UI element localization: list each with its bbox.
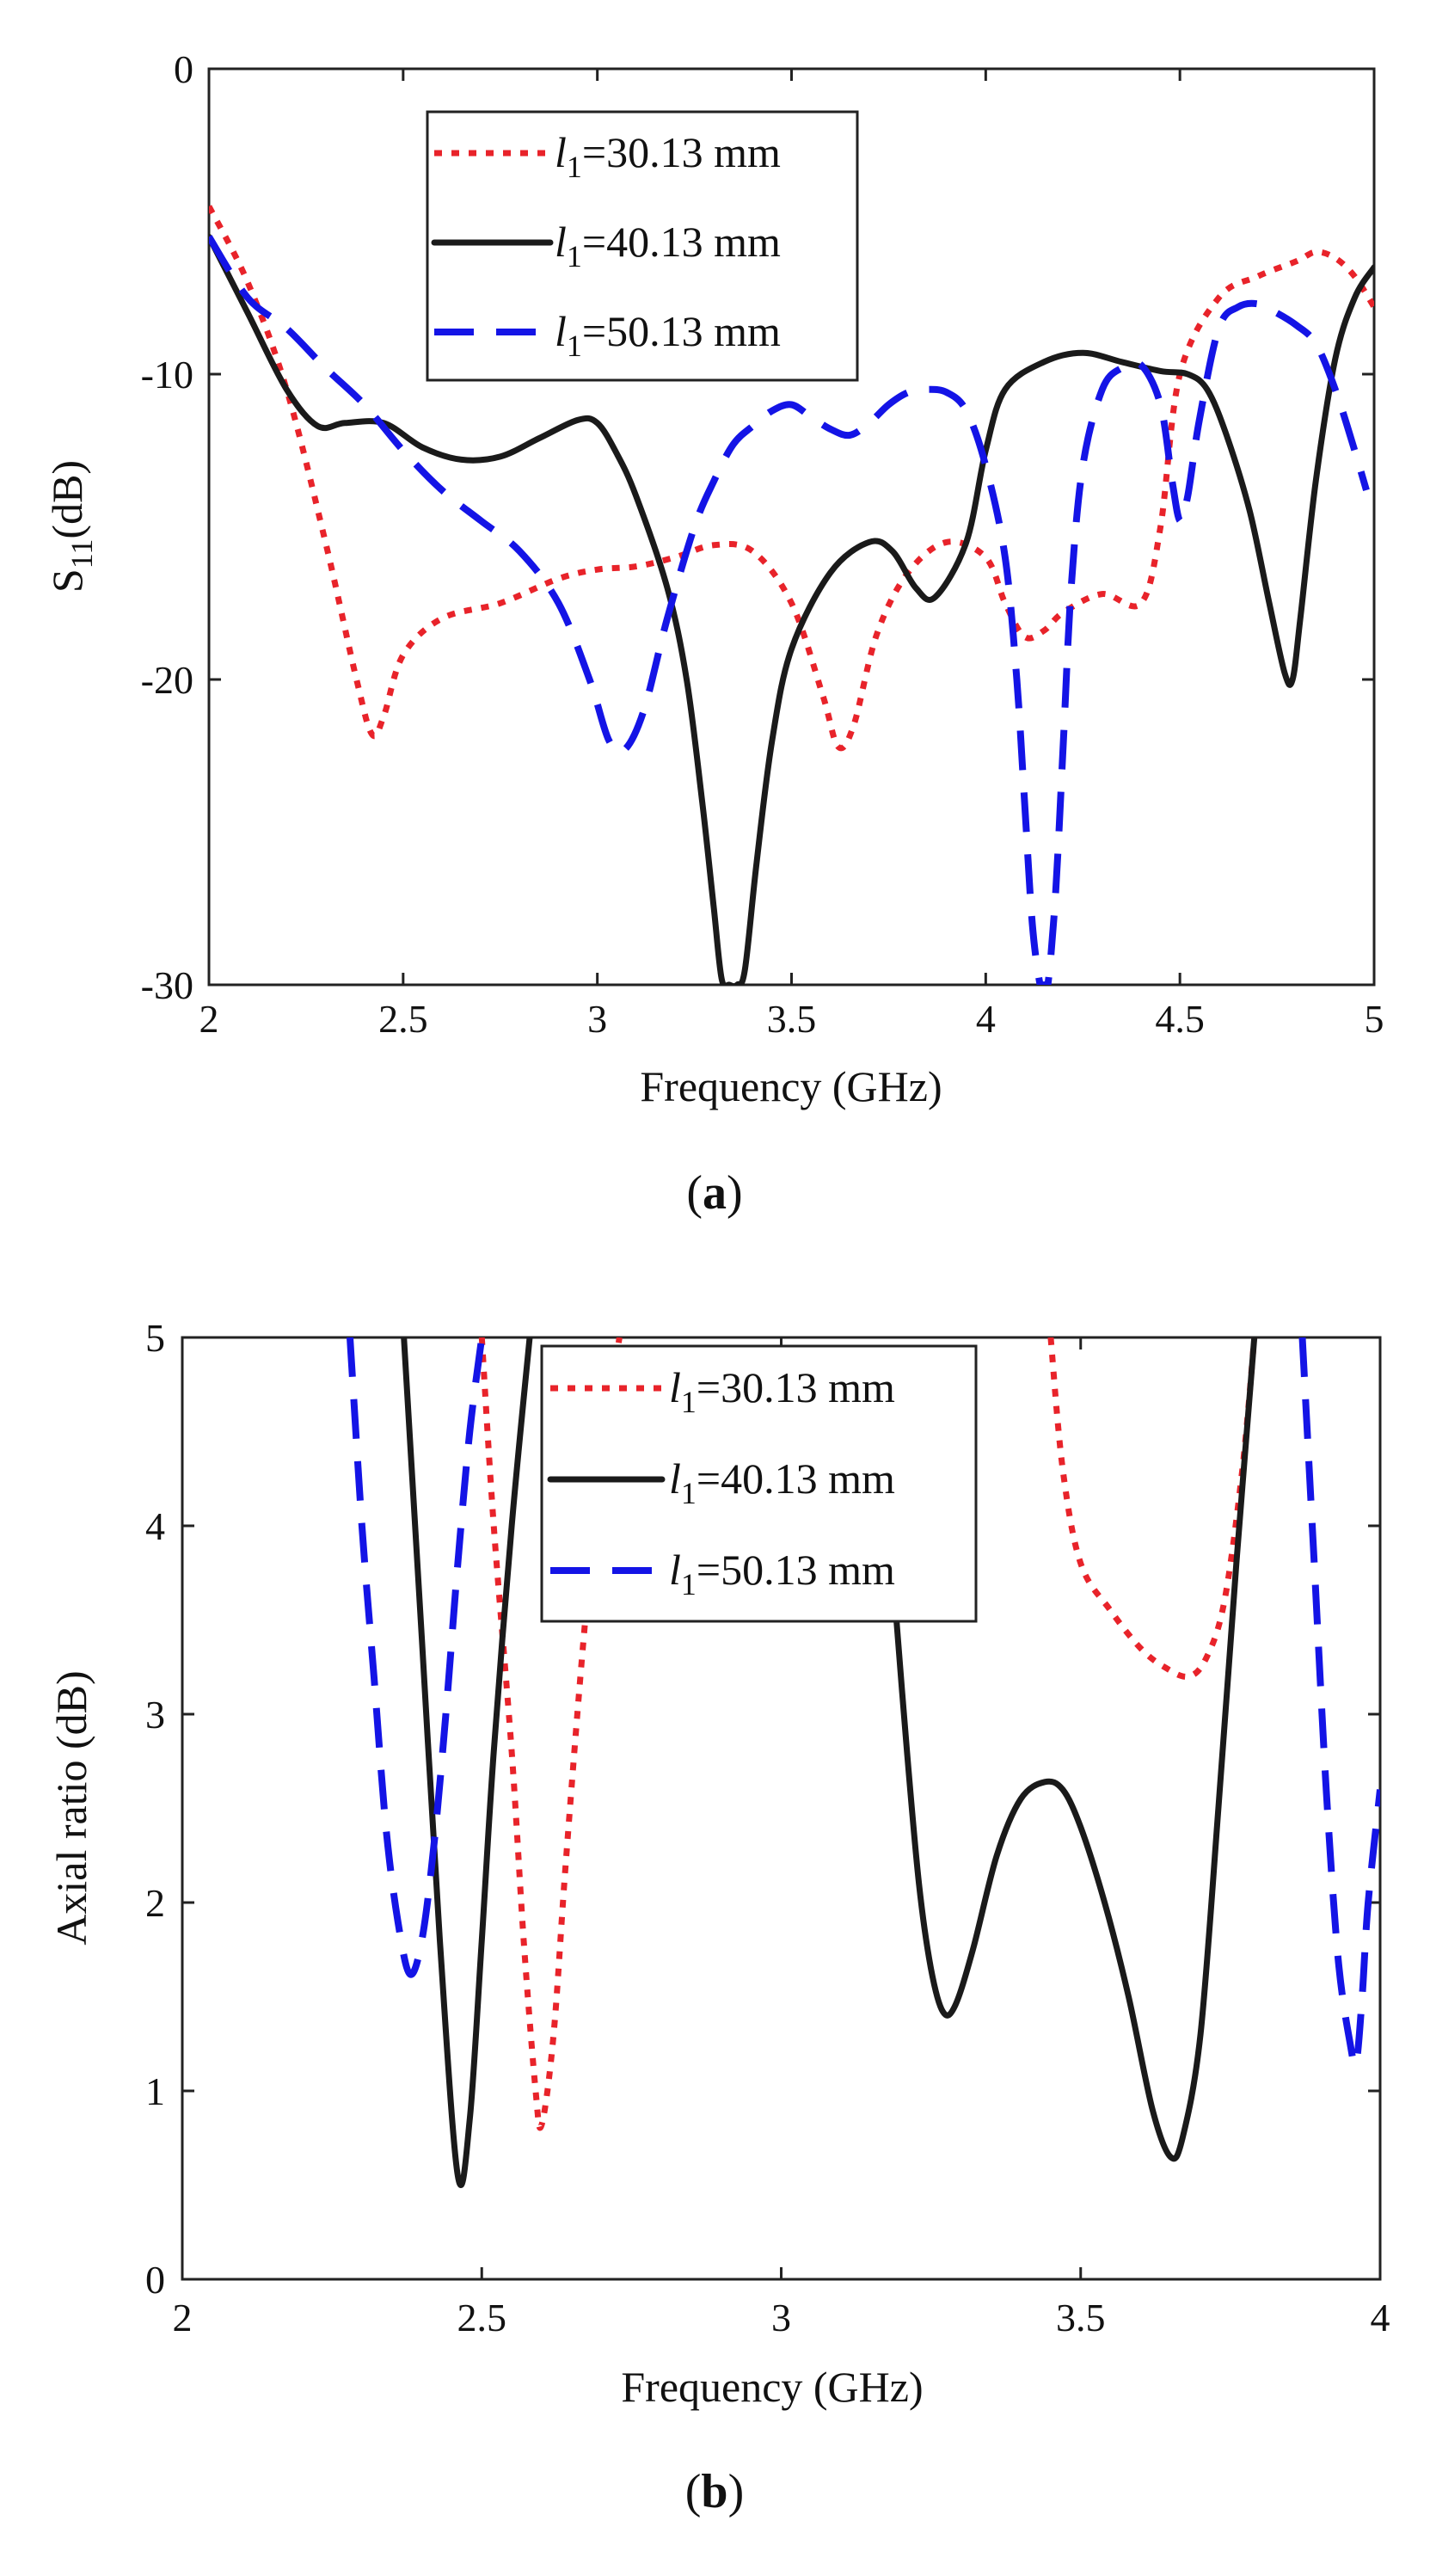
x-tick-label: 4 <box>976 997 996 1041</box>
series-line-a-2 <box>209 235 1370 985</box>
y-tick-label: -10 <box>141 353 193 397</box>
y-tick-label: 3 <box>145 1693 165 1737</box>
series-line-b-1-seg1 <box>892 1337 1258 2162</box>
x-tick-label: 4 <box>1371 2296 1390 2339</box>
series-line-b-1-seg0 <box>401 1337 533 2188</box>
y-tick-label: -30 <box>141 963 193 1007</box>
x-tick-label: 3.5 <box>1056 2296 1106 2339</box>
legend-b: l1=30.13 mm l1=40.13 mm l1=50.13 mm <box>540 1344 978 1623</box>
x-tick-label: 2 <box>173 2296 193 2339</box>
x-tick-label: 4.5 <box>1155 997 1205 1041</box>
x-tick-label: 2 <box>199 997 219 1041</box>
series-line-b-2-seg1 <box>1298 1337 1380 2069</box>
series-line-b-2-seg0 <box>347 1337 486 1978</box>
y-tick-label: 0 <box>145 2258 165 2302</box>
x-tick-label: 2.5 <box>378 997 428 1041</box>
y-axis-label-a: S11(dB) <box>43 460 99 593</box>
y-tick-labels-a: -30 -20 -10 0 <box>141 47 193 1007</box>
y-axis-label-b: Axial ratio (dB) <box>47 1670 95 1945</box>
x-tick-label: 3 <box>587 997 607 1041</box>
y-tick-label: -20 <box>141 658 193 702</box>
y-tick-label: 5 <box>145 1316 165 1360</box>
y-tick-label: 0 <box>174 47 193 91</box>
x-tick-labels-a: 2 2.5 3 3.5 4 4.5 5 <box>199 997 1384 1041</box>
legend-item-a-2: l1=50.13 mm <box>434 307 781 363</box>
legend-item-b-1: l1=40.13 mm <box>547 1454 895 1510</box>
legend-item-a-0: l1=30.13 mm <box>434 128 781 184</box>
chart-panel-b: 2 2.5 3 3.5 4 0 1 2 3 4 5 Frequency (GHz) Axial r… <box>47 1316 1390 2518</box>
legend-box-b <box>540 1344 978 1623</box>
legend-label-a-0: l1=30.13 mm <box>555 128 781 184</box>
legend-a: l1=30.13 mm l1=40.13 mm l1=50.13 mm <box>426 110 859 382</box>
x-tick-label: 5 <box>1365 997 1384 1041</box>
legend-label-b-0: l1=30.13 mm <box>669 1363 895 1419</box>
series-line-a-0 <box>209 205 1374 752</box>
x-tick-label: 2.5 <box>457 2296 507 2339</box>
series-group-a <box>209 205 1374 985</box>
series-line-b-0-seg0 <box>478 1337 623 2131</box>
legend-label-b-1: l1=40.13 mm <box>669 1454 895 1510</box>
y-tick-label: 2 <box>145 1881 165 1925</box>
x-axis-label-b: Frequency (GHz) <box>621 2363 923 2411</box>
series-line-b-0-seg1 <box>1047 1337 1258 1680</box>
tick-marks-a <box>207 67 1376 987</box>
legend-label-b-2: l1=50.13 mm <box>669 1546 895 1602</box>
series-group-b <box>347 1337 1380 2188</box>
legend-item-b-0: l1=30.13 mm <box>550 1363 895 1419</box>
x-tick-labels-b: 2 2.5 3 3.5 4 <box>173 2296 1390 2339</box>
legend-label-a-2: l1=50.13 mm <box>555 307 781 363</box>
chart-panel-a: 2 2.5 3 3.5 4 4.5 5 -30 -20 -10 0 Frequency (GHz)… <box>43 47 1384 1220</box>
legend-item-a-1: l1=40.13 mm <box>431 218 781 274</box>
x-axis-label-a: Frequency (GHz) <box>640 1062 942 1110</box>
series-line-a-1 <box>209 233 1374 985</box>
y-tick-label: 4 <box>145 1504 165 1548</box>
y-tick-labels-b: 0 1 2 3 4 5 <box>145 1316 165 2302</box>
legend-label-a-1: l1=40.13 mm <box>555 218 781 274</box>
y-axis-label-text-a: S11(dB) <box>43 460 99 593</box>
caption-a: (a) <box>686 1166 742 1220</box>
x-tick-label: 3 <box>771 2296 791 2339</box>
x-tick-label: 3.5 <box>767 997 817 1041</box>
legend-item-b-2: l1=50.13 mm <box>550 1546 895 1602</box>
y-tick-label: 1 <box>145 2069 165 2113</box>
caption-b: (b) <box>685 2465 744 2518</box>
